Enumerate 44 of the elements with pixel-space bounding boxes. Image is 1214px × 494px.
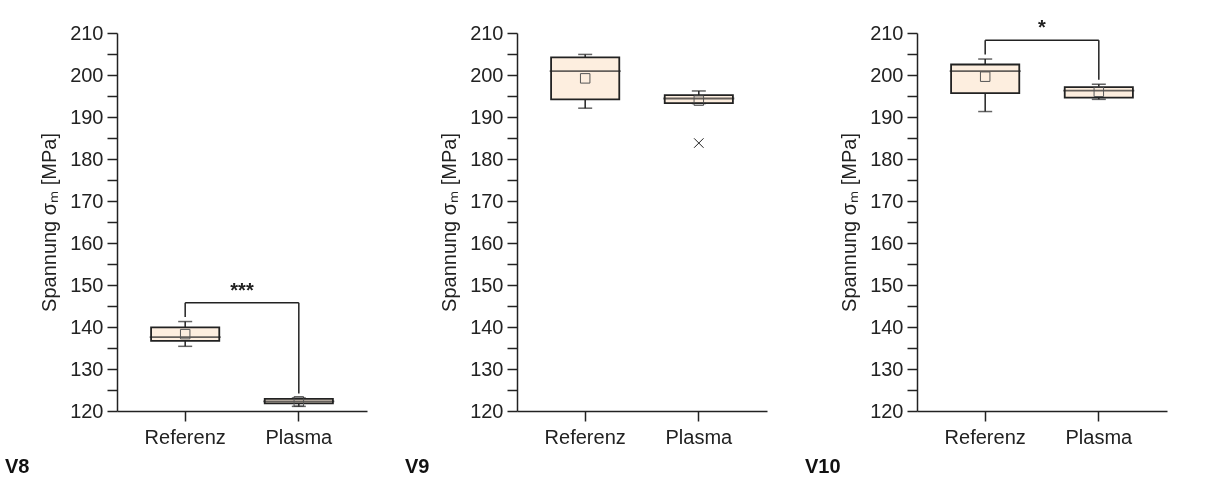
y-axis-title: Spannung σₘ [MPa] [438, 133, 461, 312]
x-tick-label: Plasma [665, 425, 734, 448]
y-tick-label: 130 [470, 357, 504, 380]
y-tick-label: 120 [470, 399, 504, 422]
y-tick-label: 170 [470, 189, 504, 212]
y-tick-label: 200 [70, 63, 104, 86]
x-tick-label: Plasma [265, 425, 334, 448]
y-tick-label: 150 [870, 273, 904, 296]
y-tick-label: 140 [70, 315, 104, 338]
y-tick-label: 160 [70, 231, 104, 254]
y-tick-label: 170 [870, 189, 904, 212]
text: V8 [5, 455, 30, 477]
x-tick-label: Plasma [1065, 425, 1134, 448]
y-tick-label: 210 [870, 21, 904, 44]
y-axis-title: Spannung σₘ [MPa] [38, 133, 61, 312]
y-tick-label: 150 [70, 273, 104, 296]
y-tick-label: 140 [870, 315, 904, 338]
annotation: * [1038, 16, 1047, 39]
y-tick-label: 200 [470, 63, 504, 86]
y-tick-label: 180 [70, 147, 104, 170]
y-tick-label: 210 [70, 21, 104, 44]
y-tick-label: 120 [70, 399, 104, 422]
y-tick-label: 210 [470, 21, 504, 44]
y-tick-label: 190 [870, 105, 904, 128]
y-tick-label: 170 [70, 189, 104, 212]
y-tick-label: 150 [470, 273, 504, 296]
y-tick-label: 130 [870, 357, 904, 380]
text: V10 [805, 455, 841, 477]
text: V9 [405, 455, 430, 477]
y-tick-label: 190 [470, 105, 504, 128]
y-tick-label: 120 [870, 399, 904, 422]
y-tick-label: 130 [70, 357, 104, 380]
x-tick-label: Referenz [544, 425, 626, 448]
y-tick-label: 160 [470, 231, 504, 254]
y-tick-label: 180 [470, 147, 504, 170]
annotation: *** [230, 278, 254, 301]
x-tick-label: Referenz [144, 425, 226, 448]
y-tick-label: 160 [870, 231, 904, 254]
y-tick-label: 180 [870, 147, 904, 170]
x-tick-label: Referenz [944, 425, 1026, 448]
y-tick-label: 140 [470, 315, 504, 338]
y-tick-label: 190 [70, 105, 104, 128]
y-tick-label: 200 [870, 63, 904, 86]
y-axis-title: Spannung σₘ [MPa] [838, 133, 861, 312]
